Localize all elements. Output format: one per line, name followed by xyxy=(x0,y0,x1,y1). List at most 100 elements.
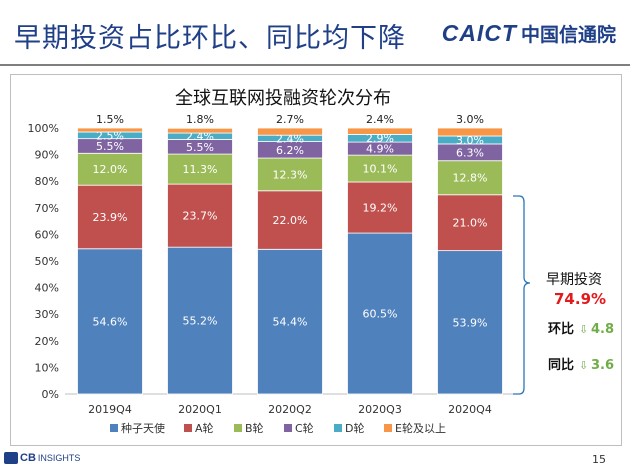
legend-label: D轮 xyxy=(345,421,364,435)
y-tick-label: 30% xyxy=(35,308,59,321)
bar-segment xyxy=(347,232,413,395)
bar-segment xyxy=(347,127,413,135)
y-tick-label: 10% xyxy=(35,361,59,374)
data-label: 55.2% xyxy=(183,315,218,328)
logo-cn: 中国信通院 xyxy=(520,24,616,46)
data-label: 6.3% xyxy=(456,146,484,159)
y-tick-label: 60% xyxy=(35,228,59,241)
data-label: 23.9% xyxy=(93,211,128,224)
bar-segment xyxy=(437,127,503,137)
legend-swatch xyxy=(234,424,242,432)
x-tick-label: 2020Q4 xyxy=(448,403,492,416)
bar-layer: 54.6%23.9%12.0%5.5%2.5%1.5%55.2%23.7%11.… xyxy=(77,113,503,395)
data-label: 3.0% xyxy=(456,113,484,126)
legend-label: B轮 xyxy=(245,421,264,435)
bar-segment xyxy=(437,160,503,196)
legend-label: 种子天使 xyxy=(121,421,165,435)
y-tick-label: 40% xyxy=(35,282,59,295)
bar-segment xyxy=(257,248,323,395)
data-label: 54.4% xyxy=(273,316,308,329)
data-label: 60.5% xyxy=(363,308,398,321)
data-label: 54.6% xyxy=(93,315,128,328)
bar-segment xyxy=(347,181,413,234)
annotation-brace xyxy=(513,195,531,395)
data-label: 1.8% xyxy=(186,113,214,126)
legend-label: A轮 xyxy=(195,421,214,435)
slide-title: 早期投资占比环比、同比均下降 xyxy=(14,23,406,54)
x-tick-label: 2020Q2 xyxy=(268,403,312,416)
data-label: 10.1% xyxy=(363,163,398,176)
legend-swatch xyxy=(384,424,392,432)
y-tick-label: 20% xyxy=(35,335,59,348)
cb-logo-mark xyxy=(4,452,18,464)
bar-segment xyxy=(167,153,233,185)
bar-segment xyxy=(77,127,143,133)
bar-segment xyxy=(167,183,233,248)
data-label: 21.0% xyxy=(453,217,488,230)
bar-segment xyxy=(167,246,233,395)
cb-insights-logo: CB INSIGHTS xyxy=(4,452,80,464)
data-label: 12.0% xyxy=(93,163,128,176)
bar-segment xyxy=(257,157,323,192)
page-number: 15 xyxy=(592,453,606,466)
legend-label: C轮 xyxy=(295,421,314,435)
early-stage-annotation: 早期投资 74.9% 环比 ⇩ 4.8 同比 ⇩ 3.6 xyxy=(513,195,614,395)
early-stage-label: 早期投资 xyxy=(546,272,602,288)
legend-label: E轮及以上 xyxy=(395,421,446,435)
bar-segment xyxy=(257,127,323,136)
data-label: 2.4% xyxy=(366,113,394,126)
y-tick-label: 90% xyxy=(35,149,59,162)
y-tick-label: 50% xyxy=(35,255,59,268)
data-label: 19.2% xyxy=(363,202,398,215)
data-label: 2.4% xyxy=(276,132,304,145)
data-label: 5.5% xyxy=(186,141,214,154)
data-label: 53.9% xyxy=(453,316,488,329)
data-label: 3.0% xyxy=(456,134,484,147)
data-label: 1.5% xyxy=(96,113,124,126)
caict-logo: CAICT 中国信通院 xyxy=(442,20,616,47)
x-tick-label: 2020Q3 xyxy=(358,403,402,416)
y-tick-label: 100% xyxy=(28,122,59,135)
chart-legend: 种子天使 A轮 B轮 C轮 D轮 E轮及以上 xyxy=(110,421,446,435)
title-divider xyxy=(0,64,630,66)
logo-en: CAICT xyxy=(441,20,517,46)
bar-segment xyxy=(437,194,503,252)
data-label: 11.3% xyxy=(183,163,218,176)
data-label: 4.9% xyxy=(366,143,394,156)
bar-segment xyxy=(257,190,323,250)
down-arrow-icon: ⇩ xyxy=(579,359,588,372)
y-tick-label: 0% xyxy=(42,388,59,401)
yoy-label: 同比 xyxy=(548,357,574,373)
qoq-value: 4.8 xyxy=(591,322,614,337)
legend-swatch xyxy=(284,424,292,432)
data-label: 12.3% xyxy=(273,168,308,181)
legend-swatch xyxy=(334,424,342,432)
down-arrow-icon: ⇩ xyxy=(579,323,588,336)
qoq-label: 环比 xyxy=(548,321,574,337)
cb-logo-bold: CB xyxy=(20,452,36,464)
data-label: 22.0% xyxy=(273,214,308,227)
data-label: 5.5% xyxy=(96,140,124,153)
data-label: 2.7% xyxy=(276,113,304,126)
data-label: 2.4% xyxy=(186,130,214,143)
bar-segment xyxy=(77,248,143,395)
chart-title: 全球互联网投融资轮次分布 xyxy=(175,88,391,109)
chart-frame xyxy=(10,74,622,446)
early-stage-value: 74.9% xyxy=(554,290,606,308)
cb-logo-rest: INSIGHTS xyxy=(37,453,81,463)
data-label: 6.2% xyxy=(276,144,304,157)
bar-segment xyxy=(77,152,143,186)
y-tick-label: 70% xyxy=(35,202,59,215)
data-label: 2.9% xyxy=(366,132,394,145)
y-tick-label: 80% xyxy=(35,175,59,188)
data-label: 12.8% xyxy=(453,172,488,185)
data-label: 2.5% xyxy=(96,129,124,142)
bar-segment xyxy=(77,184,143,250)
legend-swatch xyxy=(184,424,192,432)
data-label: 23.7% xyxy=(183,210,218,223)
bar-segment xyxy=(167,127,233,134)
x-tick-label: 2020Q1 xyxy=(178,403,222,416)
yoy-value: 3.6 xyxy=(591,358,614,373)
x-tick-label: 2019Q4 xyxy=(88,403,132,416)
